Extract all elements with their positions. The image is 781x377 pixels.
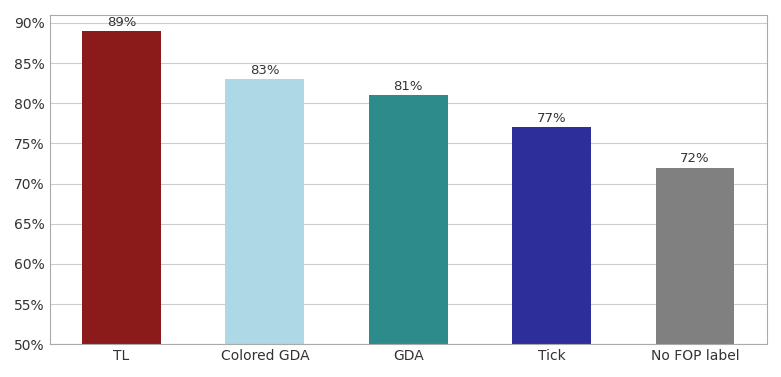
- Text: 83%: 83%: [250, 64, 280, 77]
- Text: 89%: 89%: [107, 15, 136, 29]
- Bar: [226, 79, 305, 377]
- Text: 81%: 81%: [394, 80, 423, 93]
- Bar: [82, 31, 161, 377]
- Text: 72%: 72%: [680, 152, 710, 165]
- Bar: [655, 167, 734, 377]
- Bar: [512, 127, 591, 377]
- Bar: [369, 95, 448, 377]
- Text: 77%: 77%: [537, 112, 566, 125]
